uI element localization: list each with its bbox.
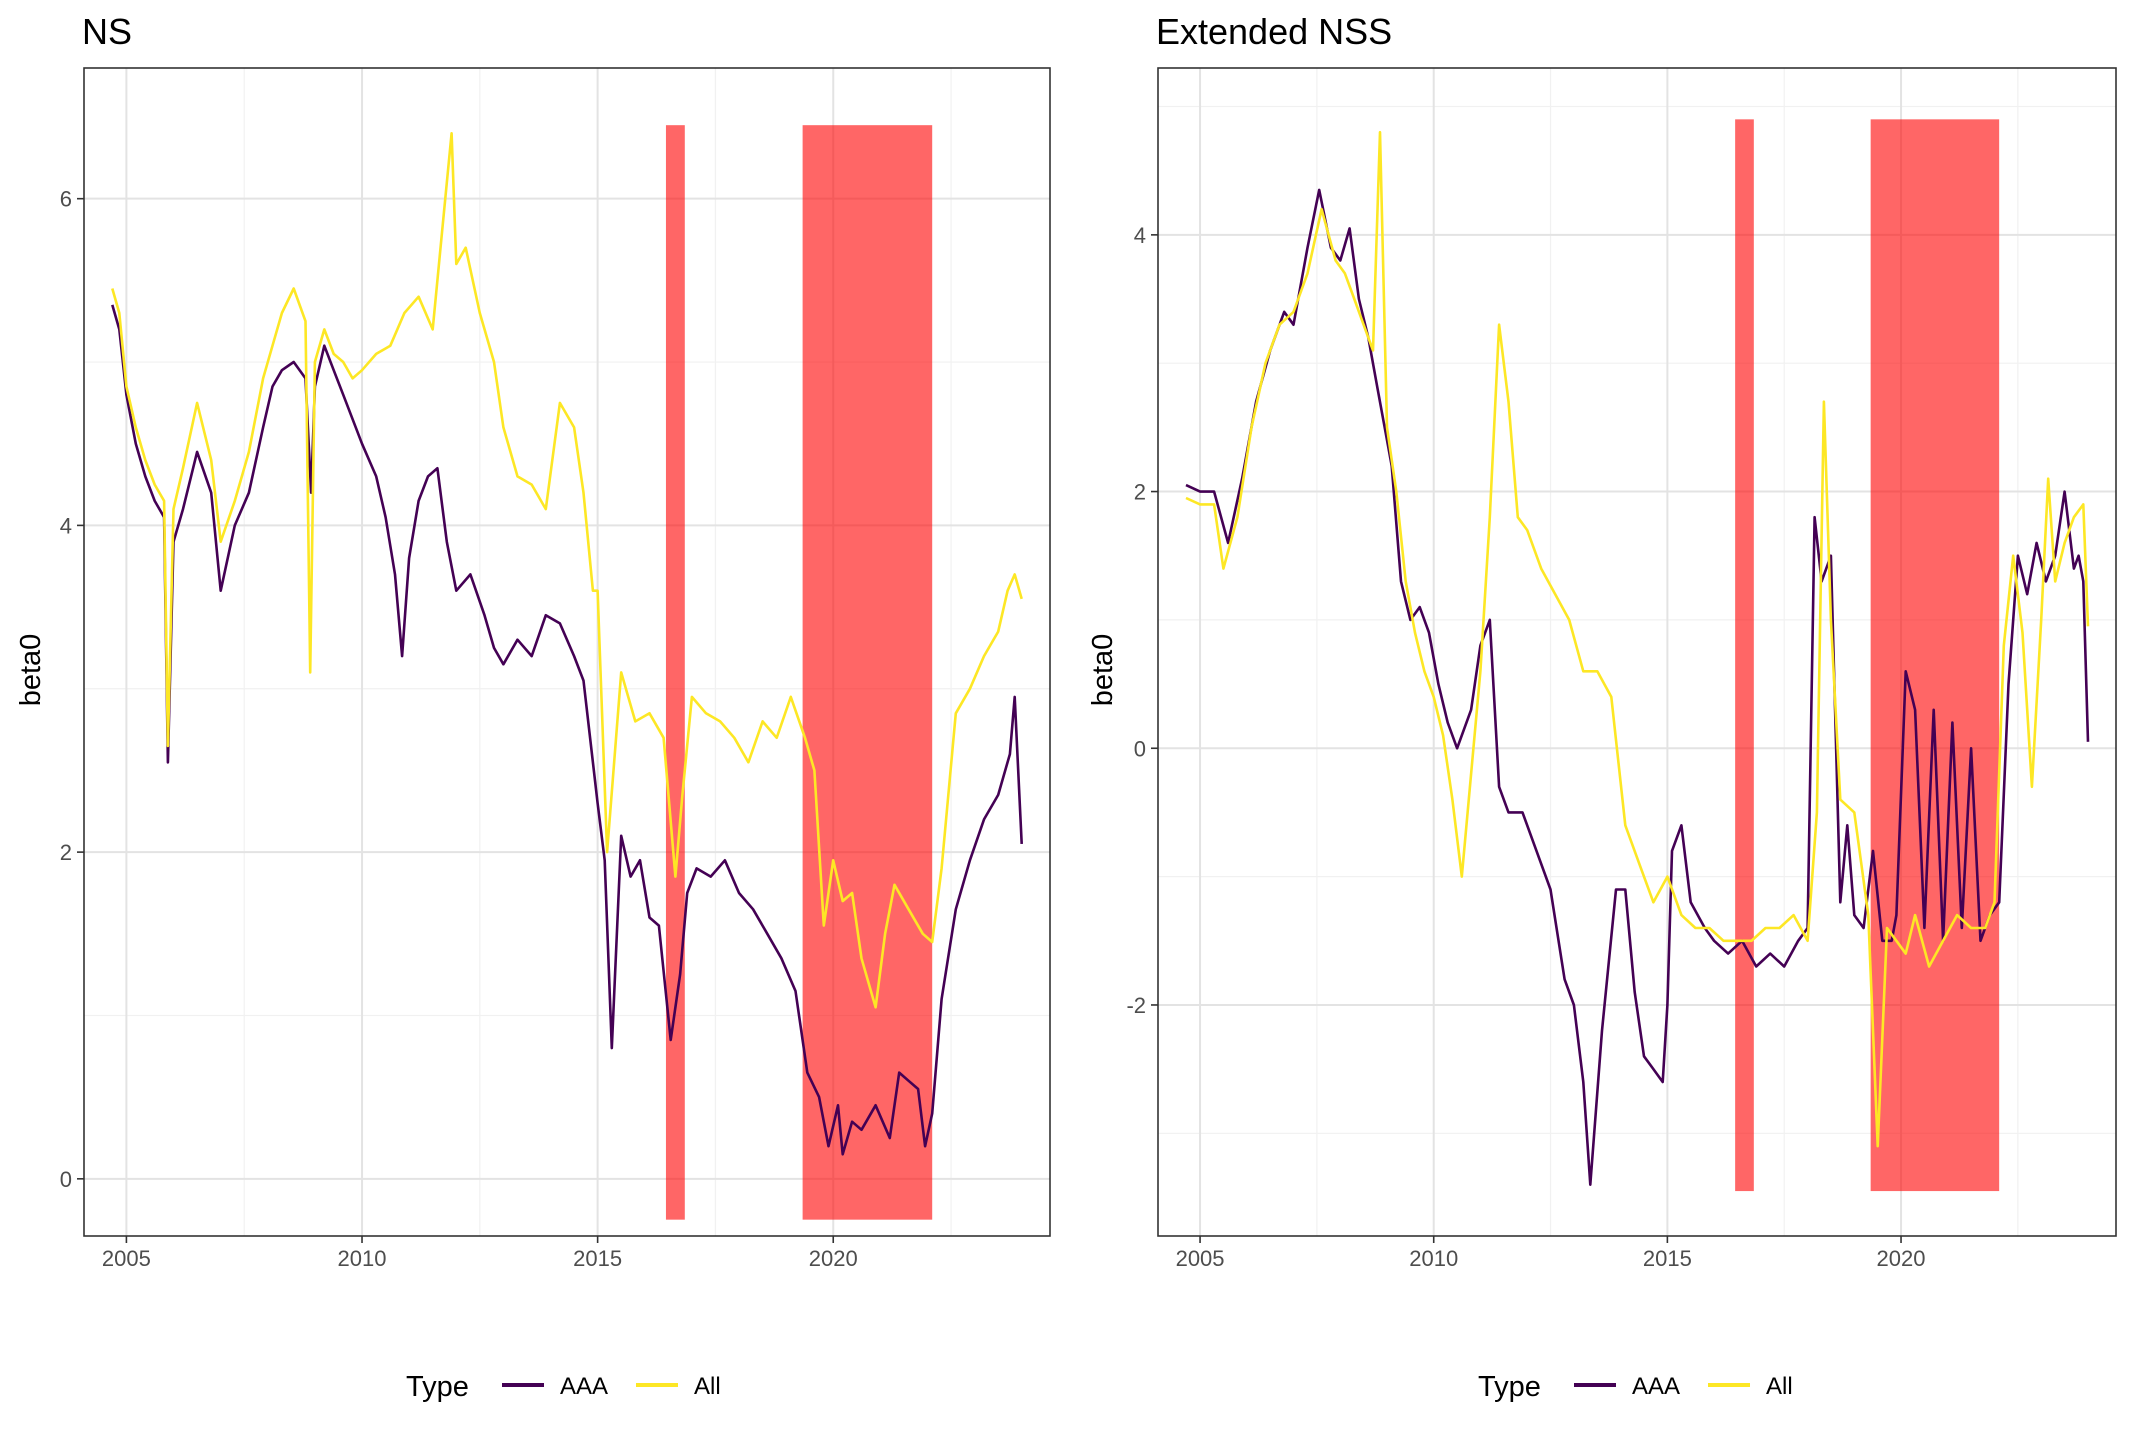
- y-tick-label-extended-nss: 4: [1134, 223, 1146, 248]
- x-tick-label-ns: 2010: [338, 1246, 387, 1271]
- legend-label-all-extended-nss: All: [1766, 1373, 1793, 1400]
- series-line-aaa-ns: [111, 304, 1023, 1156]
- y-axis-title-ns: beta0: [15, 634, 47, 707]
- legend-extended-nss: Type AAA All: [1478, 1371, 1793, 1403]
- shaded-period-2-ns: [802, 125, 933, 1220]
- x-tick-label-ns: 2015: [573, 1246, 622, 1271]
- y-tick-label-extended-nss: 0: [1134, 736, 1146, 761]
- plot-frame-extended-nss: [1157, 67, 2117, 1237]
- panel-extended-nss: Extended NSS 2005 2010 2015 2020 -2 0 2 4 beta0: [1087, 11, 2117, 1271]
- panel-title-extended-nss: Extended NSS: [1156, 11, 1392, 52]
- series-line-all-extended-nss: [1185, 130, 2090, 1148]
- x-tick-label-extended-nss: 2020: [1877, 1246, 1926, 1271]
- y-tick-label-ns: 4: [60, 513, 72, 538]
- legend-label-all-ns: All: [694, 1373, 721, 1400]
- panel-ns: NS 2005 2010 2015 2020 0 2 4 6 beta0: [15, 11, 1051, 1271]
- y-tick-label-ns: 2: [60, 840, 72, 865]
- legend-title-ns: Type: [406, 1371, 469, 1403]
- shaded-period-1-ns: [665, 125, 685, 1220]
- series-line-all-ns: [111, 132, 1023, 1009]
- x-tick-label-ns: 2005: [102, 1246, 151, 1271]
- x-tick-label-extended-nss: 2005: [1176, 1246, 1225, 1271]
- y-axis-title-extended-nss: beta0: [1087, 634, 1119, 707]
- plot-frame-ns: [83, 67, 1051, 1237]
- panel-title-ns: NS: [82, 11, 132, 52]
- legend-title-extended-nss: Type: [1478, 1371, 1541, 1403]
- legend-label-aaa-ns: AAA: [560, 1373, 608, 1400]
- shaded-period-1-extended-nss: [1735, 119, 1754, 1192]
- plot-area-extended-nss: 2005 2010 2015 2020 -2 0 2 4: [1126, 67, 2117, 1271]
- plot-area-ns: 2005 2010 2015 2020 0 2 4 6: [60, 67, 1051, 1271]
- y-tick-label-extended-nss: -2: [1126, 993, 1146, 1018]
- x-tick-label-extended-nss: 2010: [1409, 1246, 1458, 1271]
- x-tick-label-extended-nss: 2015: [1643, 1246, 1692, 1271]
- x-tick-label-ns: 2020: [809, 1246, 858, 1271]
- legend-ns: Type AAA All: [406, 1371, 721, 1403]
- legend-label-aaa-extended-nss: AAA: [1632, 1373, 1680, 1400]
- y-tick-label-extended-nss: 2: [1134, 480, 1146, 505]
- shaded-period-2-extended-nss: [1870, 119, 2000, 1192]
- y-tick-label-ns: 0: [60, 1167, 72, 1192]
- y-tick-label-ns: 6: [60, 187, 72, 212]
